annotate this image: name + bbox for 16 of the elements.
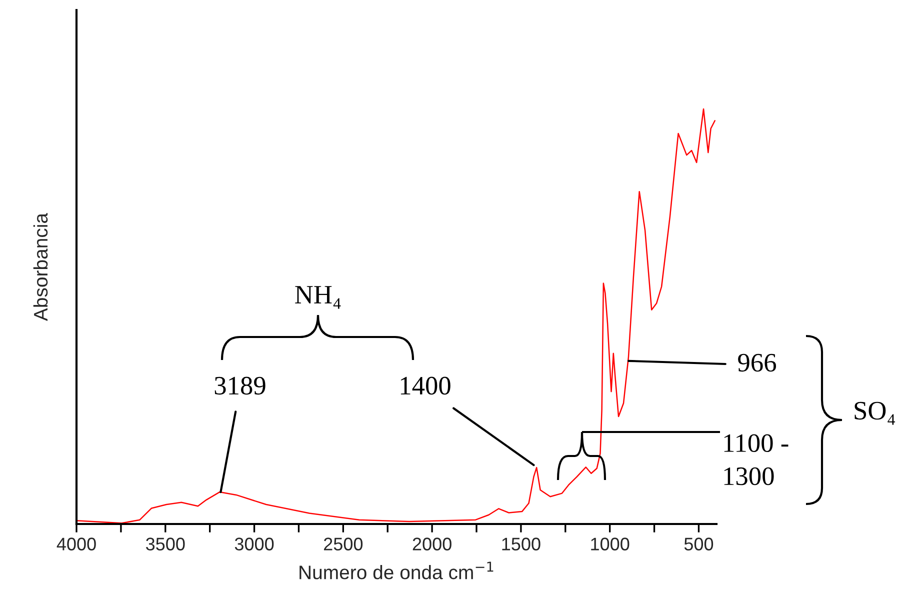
x-tick-label: 500: [684, 538, 714, 550]
annotation: NH₄: [295, 286, 341, 309]
x-tick-label: 1000: [591, 538, 630, 550]
y-axis-title: Absorbancia: [33, 212, 48, 322]
x-tick-label: 2500: [324, 538, 363, 550]
text: 1100 - 1300: [724, 434, 788, 486]
x-tick-label: 3500: [146, 538, 185, 550]
text: SO₄: [854, 402, 896, 425]
annotation: 1400: [400, 376, 450, 395]
x-tick-label: 4000: [56, 538, 96, 550]
x-tick-label: 2000: [412, 538, 452, 550]
annotation: 966: [738, 354, 776, 372]
x-tick-label: 1500: [502, 538, 540, 550]
annotation: 3189: [214, 376, 266, 395]
x-axis-title: Numero de onda cm$^{−1}$: [300, 562, 494, 580]
x-tick-label: 3000: [234, 538, 274, 550]
